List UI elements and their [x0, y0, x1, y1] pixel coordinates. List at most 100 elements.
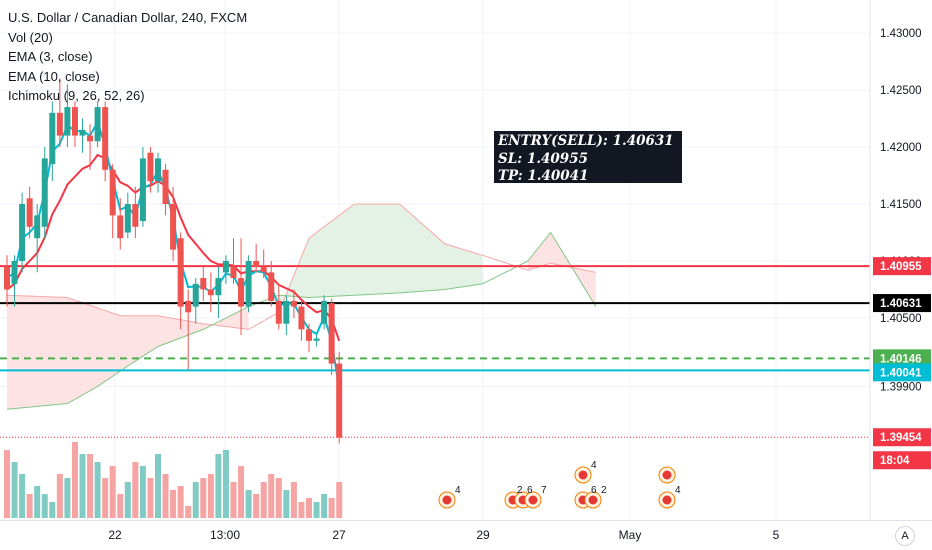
candle-body	[260, 266, 267, 273]
candle-body	[109, 169, 116, 216]
candle-body	[132, 204, 139, 227]
volume-bar	[102, 478, 109, 518]
volume-bar	[87, 454, 94, 518]
volume-bar	[177, 486, 184, 518]
candle-body	[306, 329, 312, 341]
volume-bar	[260, 482, 267, 518]
price-axis[interactable]: 1.430001.425001.420001.415001.410001.405…	[869, 0, 932, 520]
candle-body	[34, 215, 41, 239]
sl-price-tag: 1.40955	[880, 261, 922, 273]
event-count: 6	[591, 485, 597, 496]
candle-body	[4, 266, 10, 290]
horizontal-levels[interactable]	[0, 265, 870, 438]
volume-bar	[253, 494, 260, 518]
volume-bar	[41, 494, 48, 518]
trade-info-box: ENTRY(SELL): 1.40631 SL: 1.40955 TP: 1.4…	[494, 131, 682, 184]
event-count: 7	[541, 485, 547, 496]
price-tick: 1.43000	[880, 28, 922, 40]
volume-bar	[19, 474, 26, 518]
volume-bar	[132, 462, 139, 518]
candle-body	[177, 238, 184, 307]
volume-bar	[222, 450, 229, 518]
event-flag	[662, 470, 672, 480]
candle-body	[245, 261, 252, 307]
ichimoku-price-tag: 1.40146	[880, 353, 922, 365]
time-axis[interactable]: 22 13:00 27 29 May 5	[108, 528, 779, 542]
candle-body	[185, 300, 192, 313]
indicator-ema-slow[interactable]: EMA (10, close)	[8, 68, 100, 84]
ichimoku-price-tag-bg	[873, 349, 931, 368]
event-flag-icon	[438, 491, 456, 509]
candle-body	[71, 107, 78, 136]
cloud-bear	[7, 295, 249, 410]
indicator-vol[interactable]: Vol (20)	[8, 29, 53, 45]
volume-bar	[275, 478, 282, 518]
volume-bar	[328, 498, 335, 518]
volume-bar	[207, 474, 214, 518]
volume-bar	[64, 478, 71, 518]
event-flag-icon	[584, 491, 602, 509]
time-tick: 29	[476, 528, 490, 542]
volume-bar	[155, 454, 161, 518]
event-flag	[442, 495, 452, 505]
candle-body	[79, 129, 86, 136]
candle-body	[253, 261, 260, 267]
candle-body	[336, 363, 343, 438]
time-tick: 5	[773, 528, 780, 542]
candle-body	[11, 261, 18, 284]
price-tick: 1.40500	[880, 313, 922, 325]
time-tick: 13:00	[210, 528, 240, 542]
volume-bar	[147, 478, 154, 518]
candle-body	[102, 107, 109, 170]
candle-body	[41, 158, 48, 227]
candle-body	[155, 158, 161, 182]
event-flag-icon	[524, 491, 542, 509]
time-tick: 22	[108, 528, 122, 542]
countdown-tag: 18:04	[880, 455, 910, 467]
candlesticks	[4, 78, 343, 444]
volume-bar	[26, 494, 33, 518]
volume-bar	[124, 482, 131, 518]
candle-body	[268, 272, 275, 301]
last-price-tag: 1.39454	[880, 432, 922, 444]
candle-body	[170, 204, 177, 250]
cloud-bull	[278, 204, 483, 313]
volume-bar	[290, 482, 297, 518]
volume-bar	[298, 502, 305, 518]
volume-bar	[230, 482, 237, 518]
event-count: 6	[527, 485, 533, 496]
volume-bar	[283, 490, 290, 518]
candle-body	[87, 135, 94, 142]
symbol-title[interactable]: U.S. Dollar / Canadian Dollar, 240, FXCM	[8, 10, 248, 25]
volume-bar	[321, 494, 328, 518]
tp-price-tag-bg	[873, 363, 931, 382]
candle-body	[117, 215, 124, 239]
candle-body	[290, 300, 297, 307]
volume-bar	[139, 466, 146, 518]
volume-bar	[313, 502, 320, 518]
event-flag-icon	[658, 491, 676, 509]
price-tick: 1.42000	[880, 142, 922, 154]
time-tick: May	[619, 528, 642, 542]
indicator-ichimoku[interactable]: Ichimoku (9, 26, 52, 26)	[8, 88, 145, 103]
indicator-ema-fast[interactable]: EMA (3, close)	[8, 49, 93, 64]
volume-bar	[162, 474, 169, 518]
time-tick: 27	[332, 528, 346, 542]
auto-scale-button[interactable]: A	[895, 526, 915, 546]
volume-bar	[49, 502, 56, 518]
entry-price-tag-bg	[873, 294, 931, 313]
volume-bar	[192, 482, 199, 518]
entry-price-tag: 1.40631	[880, 298, 922, 310]
candle-body	[162, 169, 169, 204]
candle-body	[238, 278, 245, 307]
candle-body	[64, 107, 71, 136]
entry-text: ENTRY(SELL): 1.40631	[498, 133, 674, 149]
candle-body	[275, 300, 282, 324]
candle-body	[124, 204, 131, 233]
event-count: 4	[455, 485, 461, 496]
event-flag-icon	[574, 466, 592, 484]
event-count: 2	[601, 485, 607, 496]
candle-body	[49, 112, 56, 165]
economic-events[interactable]: 4 2 6 746 2 4	[438, 460, 681, 509]
